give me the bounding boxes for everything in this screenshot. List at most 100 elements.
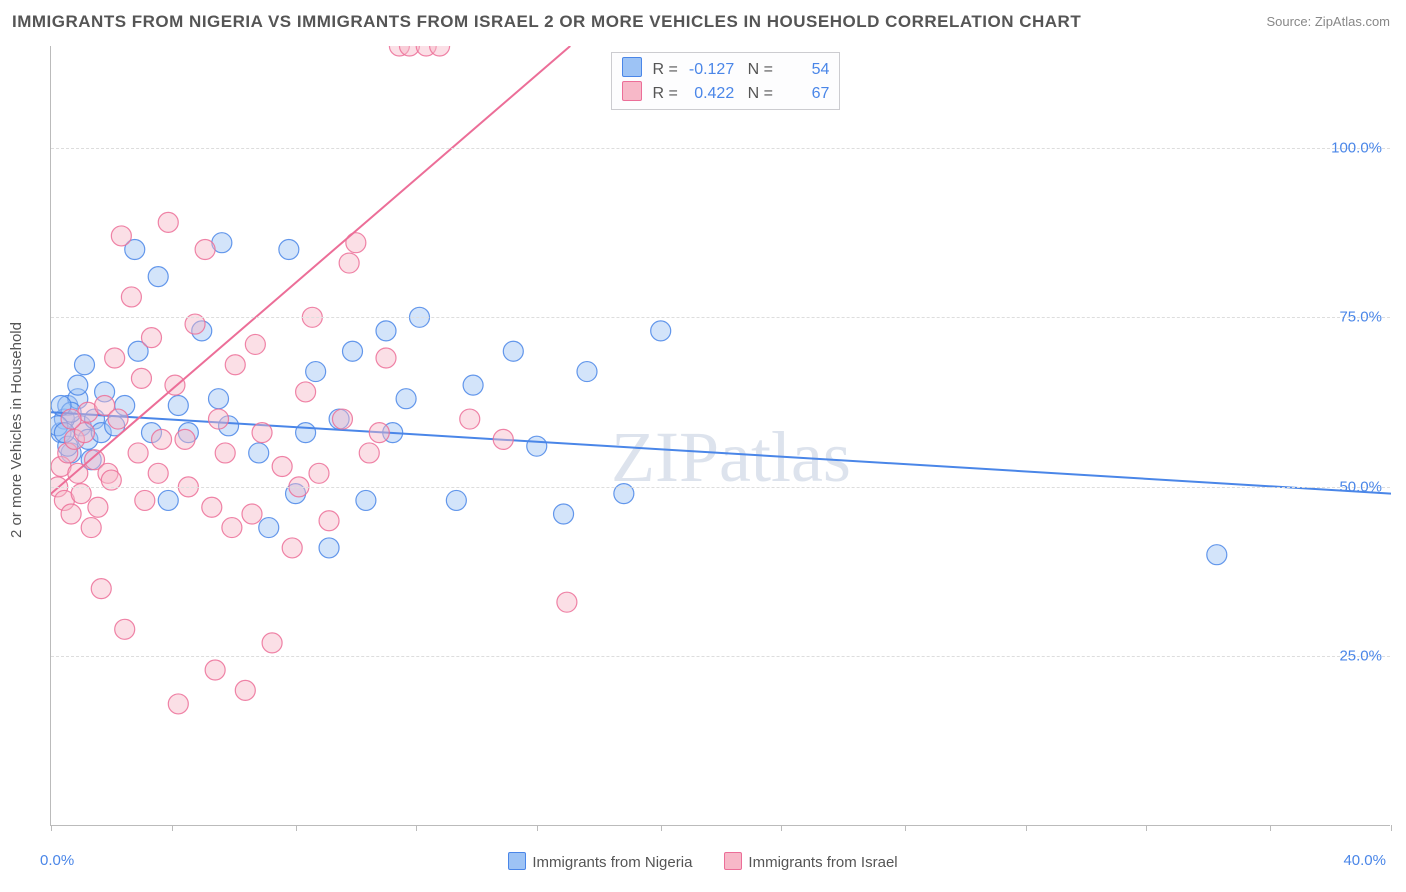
- data-point: [306, 362, 326, 382]
- scatter-svg: [51, 46, 1391, 826]
- data-point: [61, 504, 81, 524]
- data-point: [111, 226, 131, 246]
- data-point: [128, 443, 148, 463]
- data-point: [235, 680, 255, 700]
- data-point: [108, 409, 128, 429]
- data-point: [68, 375, 88, 395]
- data-point: [225, 355, 245, 375]
- legend-bottom: Immigrants from Nigeria Immigrants from I…: [0, 852, 1406, 871]
- y-tick-label: 75.0%: [1339, 309, 1382, 326]
- stat-r-value: -0.127: [682, 59, 734, 81]
- source-attribution: Source: ZipAtlas.com: [1266, 14, 1390, 29]
- data-point: [222, 518, 242, 538]
- data-point: [396, 389, 416, 409]
- grid-line-h: [51, 317, 1390, 318]
- data-point: [356, 490, 376, 510]
- x-tick-mark: [1270, 825, 1271, 831]
- series-swatch: [724, 852, 742, 870]
- data-point: [135, 490, 155, 510]
- data-point: [493, 429, 513, 449]
- data-point: [262, 633, 282, 653]
- y-tick-label: 100.0%: [1331, 139, 1382, 156]
- data-point: [527, 436, 547, 456]
- data-point: [376, 321, 396, 341]
- data-point: [148, 463, 168, 483]
- x-tick-mark: [172, 825, 173, 831]
- stat-r-value: 0.422: [682, 83, 734, 105]
- data-point: [245, 334, 265, 354]
- grid-line-h: [51, 487, 1390, 488]
- legend-item: Immigrants from Israel: [724, 852, 897, 871]
- data-point: [209, 389, 229, 409]
- data-point: [282, 538, 302, 558]
- x-tick-mark: [1146, 825, 1147, 831]
- data-point: [309, 463, 329, 483]
- data-point: [105, 348, 125, 368]
- plot-area: ZIPatlas R = -0.127 N = 54 R = 0.422 N =…: [50, 46, 1390, 826]
- data-point: [252, 423, 272, 443]
- data-point: [142, 328, 162, 348]
- data-point: [168, 395, 188, 415]
- data-point: [115, 619, 135, 639]
- data-point: [152, 429, 172, 449]
- data-point: [460, 409, 480, 429]
- x-tick-mark: [661, 825, 662, 831]
- x-tick-mark: [1391, 825, 1392, 831]
- x-tick-mark: [416, 825, 417, 831]
- data-point: [446, 490, 466, 510]
- data-point: [61, 409, 81, 429]
- data-point: [1207, 545, 1227, 565]
- data-point: [175, 429, 195, 449]
- data-point: [249, 443, 269, 463]
- stats-row: R = -0.127 N = 54: [622, 57, 829, 81]
- data-point: [376, 348, 396, 368]
- legend-label: Immigrants from Israel: [748, 854, 897, 871]
- data-point: [75, 355, 95, 375]
- data-point: [81, 518, 101, 538]
- chart-title: IMMIGRANTS FROM NIGERIA VS IMMIGRANTS FR…: [12, 12, 1081, 32]
- grid-line-h: [51, 148, 1390, 149]
- data-point: [91, 579, 111, 599]
- data-point: [148, 267, 168, 287]
- x-tick-mark: [296, 825, 297, 831]
- series-swatch: [508, 852, 526, 870]
- x-tick-mark: [905, 825, 906, 831]
- data-point: [215, 443, 235, 463]
- data-point: [369, 423, 389, 443]
- x-tick-mark: [51, 825, 52, 831]
- data-point: [557, 592, 577, 612]
- series-swatch: [622, 57, 642, 77]
- y-tick-label: 50.0%: [1339, 478, 1382, 495]
- stats-legend-box: R = -0.127 N = 54 R = 0.422 N = 67: [611, 52, 840, 110]
- data-point: [651, 321, 671, 341]
- data-point: [296, 423, 316, 443]
- grid-line-h: [51, 656, 1390, 657]
- x-tick-mark: [537, 825, 538, 831]
- data-point: [242, 504, 262, 524]
- data-point: [296, 382, 316, 402]
- data-point: [259, 518, 279, 538]
- stat-n-value: 67: [777, 83, 829, 105]
- legend-item: Immigrants from Nigeria: [508, 852, 692, 871]
- data-point: [319, 538, 339, 558]
- data-point: [577, 362, 597, 382]
- x-tick-mark: [1026, 825, 1027, 831]
- y-axis-label: 2 or more Vehicles in Household: [8, 322, 25, 538]
- y-tick-label: 25.0%: [1339, 648, 1382, 665]
- data-point: [359, 443, 379, 463]
- data-point: [121, 287, 141, 307]
- data-point: [205, 660, 225, 680]
- data-point: [88, 497, 108, 517]
- data-point: [168, 694, 188, 714]
- data-point: [554, 504, 574, 524]
- stats-row: R = 0.422 N = 67: [622, 81, 829, 105]
- data-point: [158, 490, 178, 510]
- series-swatch: [622, 81, 642, 101]
- data-point: [319, 511, 339, 531]
- data-point: [463, 375, 483, 395]
- legend-label: Immigrants from Nigeria: [532, 854, 692, 871]
- data-point: [209, 409, 229, 429]
- stat-n-value: 54: [777, 59, 829, 81]
- data-point: [202, 497, 222, 517]
- x-tick-mark: [781, 825, 782, 831]
